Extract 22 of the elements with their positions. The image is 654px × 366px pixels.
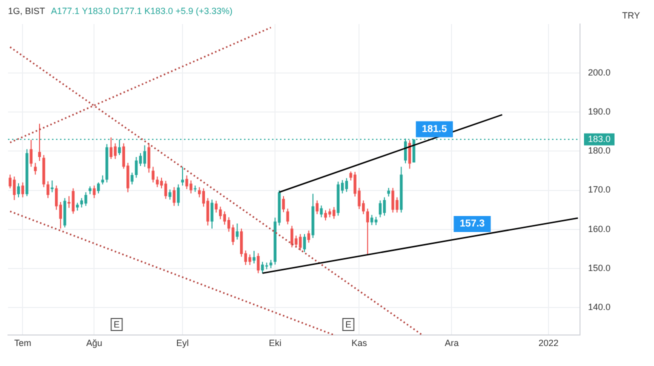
x-tick-label: 2022 xyxy=(538,338,558,348)
y-tick-label: 190.0 xyxy=(588,106,611,117)
y-tick-label: 170.0 xyxy=(588,184,611,195)
x-tick-label: Ara xyxy=(444,338,459,348)
y-tick-label: 160.0 xyxy=(588,224,611,234)
chart-subtitle: A177.1 Y183.0 D177.1 K183.0 +5.9 (+3.33%) xyxy=(51,6,232,16)
x-tick-label: Kas xyxy=(351,338,368,348)
data-label: 181.5 xyxy=(422,124,448,136)
x-tick-label: Tem xyxy=(14,338,32,348)
y-tick-label: 200.0 xyxy=(588,67,611,78)
x-tick-label: Eki xyxy=(268,338,282,348)
text: TRY xyxy=(622,10,640,20)
annotation: E xyxy=(114,319,120,330)
data-label: 157.3 xyxy=(460,218,486,230)
chart-title: 1G, BIST xyxy=(8,6,46,16)
y-tick-label: 140.0 xyxy=(588,302,611,312)
y-tick-label: 180.0 xyxy=(588,146,611,156)
y-tick-label: 150.0 xyxy=(588,262,611,273)
x-tick-label: Ağu xyxy=(86,338,102,348)
x-tick-label: Eyl xyxy=(176,338,189,348)
annotation: E xyxy=(345,319,352,330)
ref-line-label: 183.0 xyxy=(588,134,611,144)
